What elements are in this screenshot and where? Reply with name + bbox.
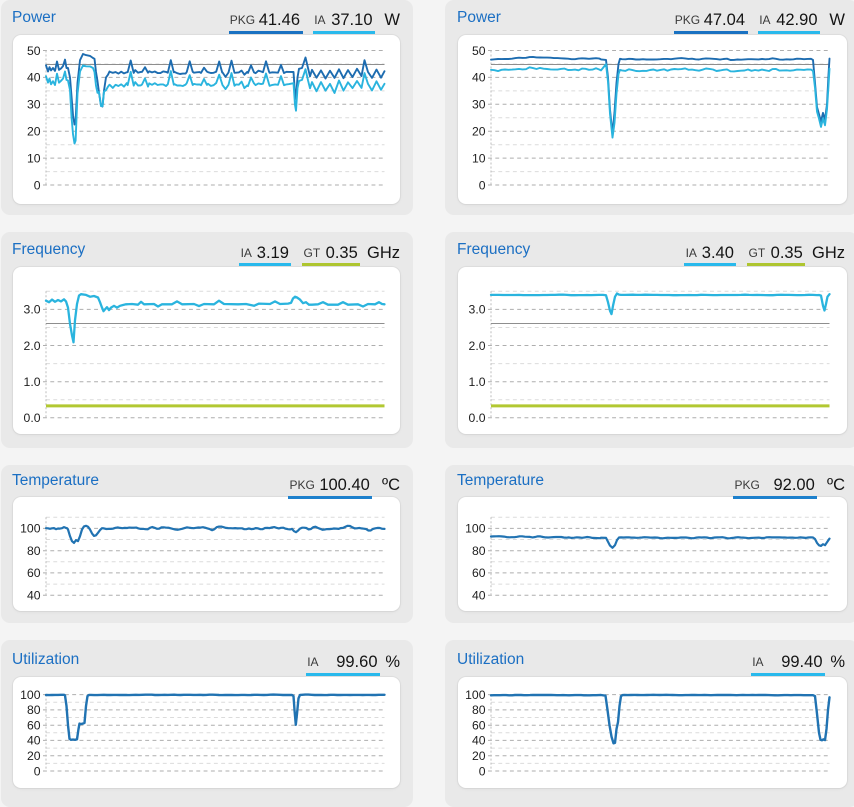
svg-text:10: 10 xyxy=(472,151,486,165)
svg-text:1.0: 1.0 xyxy=(469,375,486,389)
svg-text:80: 80 xyxy=(472,544,486,558)
svg-text:3.0: 3.0 xyxy=(469,303,486,317)
svg-text:3.0: 3.0 xyxy=(24,303,41,317)
svg-text:20: 20 xyxy=(472,125,486,139)
svg-text:100: 100 xyxy=(20,522,41,536)
svg-text:0: 0 xyxy=(34,764,41,778)
svg-text:40: 40 xyxy=(472,589,486,603)
svg-text:0: 0 xyxy=(34,178,41,192)
svg-text:60: 60 xyxy=(27,566,41,580)
svg-text:40: 40 xyxy=(27,71,41,85)
svg-text:80: 80 xyxy=(472,703,486,717)
svg-text:2.0: 2.0 xyxy=(24,339,41,353)
svg-text:80: 80 xyxy=(27,544,41,558)
svg-text:40: 40 xyxy=(27,734,41,748)
svg-text:0.0: 0.0 xyxy=(24,411,41,425)
svg-text:100: 100 xyxy=(465,522,486,536)
svg-text:20: 20 xyxy=(27,749,41,763)
svg-text:20: 20 xyxy=(27,125,41,139)
svg-text:50: 50 xyxy=(27,44,41,58)
svg-text:60: 60 xyxy=(27,719,41,733)
svg-text:100: 100 xyxy=(20,688,41,702)
svg-text:0: 0 xyxy=(479,764,486,778)
svg-text:2.0: 2.0 xyxy=(469,339,486,353)
svg-text:50: 50 xyxy=(472,44,486,58)
svg-text:1.0: 1.0 xyxy=(24,375,41,389)
svg-text:80: 80 xyxy=(27,703,41,717)
svg-text:60: 60 xyxy=(472,566,486,580)
svg-text:0.0: 0.0 xyxy=(469,411,486,425)
svg-text:30: 30 xyxy=(27,98,41,112)
svg-text:100: 100 xyxy=(465,688,486,702)
svg-text:40: 40 xyxy=(472,734,486,748)
svg-text:10: 10 xyxy=(27,151,41,165)
svg-text:20: 20 xyxy=(472,749,486,763)
svg-text:30: 30 xyxy=(472,98,486,112)
svg-text:0: 0 xyxy=(479,178,486,192)
svg-text:60: 60 xyxy=(472,719,486,733)
svg-text:40: 40 xyxy=(472,71,486,85)
svg-text:40: 40 xyxy=(27,589,41,603)
